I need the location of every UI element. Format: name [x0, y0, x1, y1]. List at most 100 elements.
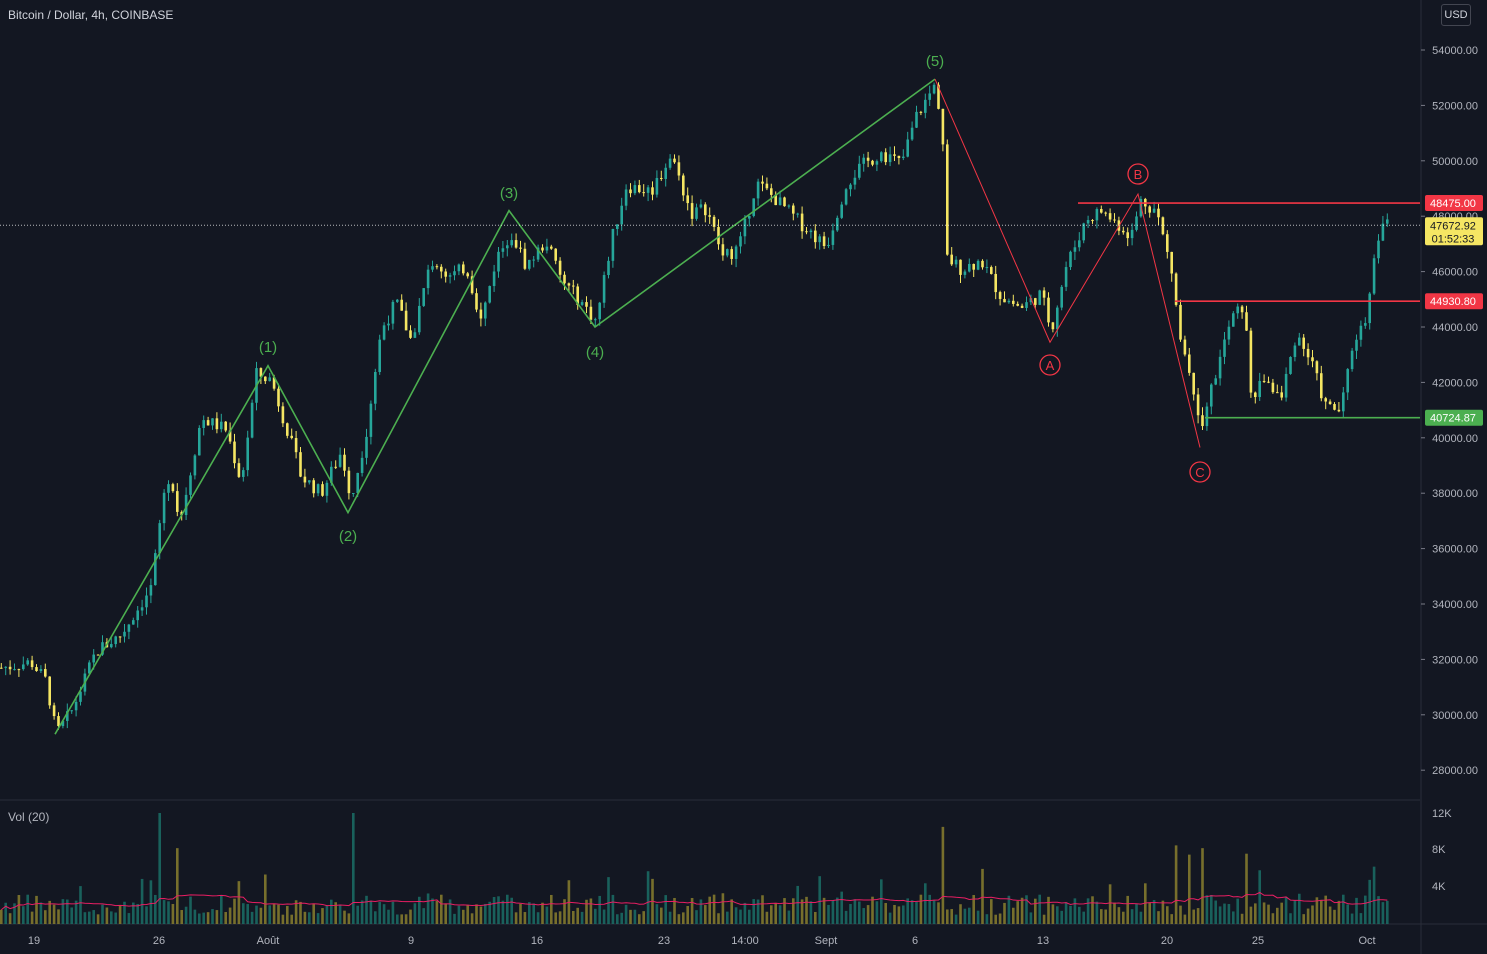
volume-bar — [1201, 848, 1204, 924]
volume-bar — [325, 905, 329, 924]
volume-bar — [1183, 914, 1187, 924]
volume-bar — [1117, 907, 1121, 924]
candle-body — [875, 161, 879, 165]
volume-bar — [545, 906, 549, 924]
y-tick-label: 30000.00 — [1432, 710, 1478, 722]
x-tick-label: 23 — [658, 935, 670, 947]
volume-bar — [299, 901, 302, 924]
volume-bar — [1161, 900, 1165, 924]
volume-bar — [809, 901, 813, 924]
volume-bar — [391, 901, 395, 924]
candle-body — [990, 267, 993, 274]
volume-bar — [101, 904, 104, 924]
candle-body — [1249, 330, 1253, 393]
candle-body — [1359, 325, 1363, 340]
volume-bar — [268, 905, 271, 924]
volume-bar — [431, 898, 434, 924]
volume-bar — [382, 904, 386, 924]
candle-body — [633, 185, 637, 194]
volume-bar — [580, 911, 584, 924]
wave-label-2: (2) — [339, 528, 357, 545]
candle-body — [796, 213, 799, 215]
candle-body — [1276, 392, 1279, 394]
candle-body — [655, 177, 659, 195]
volume-bar — [686, 906, 689, 924]
volume-bar — [862, 908, 865, 924]
candle-body — [374, 372, 377, 404]
currency-button[interactable]: USD — [1441, 4, 1471, 26]
candle-body — [968, 263, 971, 272]
volume-bar — [418, 896, 421, 924]
candle-body — [1152, 208, 1156, 213]
candle-body — [70, 710, 73, 712]
level-price-label: 40724.87 — [1430, 413, 1476, 425]
candle-body — [1342, 392, 1345, 412]
volume-bar — [682, 912, 685, 924]
volume-bar — [1214, 900, 1217, 924]
candle-body — [642, 192, 645, 194]
candle-body — [1245, 312, 1248, 331]
volume-bar — [770, 905, 773, 924]
volume-bar — [26, 894, 29, 924]
symbol-title[interactable]: Bitcoin / Dollar, 4h, COINBASE — [8, 8, 174, 22]
candle-body — [739, 236, 742, 247]
volume-bar — [1051, 904, 1055, 924]
volume-bar — [1174, 845, 1178, 924]
candle-body — [462, 264, 465, 274]
volume-bar — [748, 909, 751, 924]
volume-bar — [127, 913, 131, 924]
volume-bar — [242, 903, 245, 924]
volume-bar — [1315, 897, 1319, 924]
level-price-tag — [1425, 195, 1483, 212]
candle-body — [1130, 229, 1134, 239]
candle-body — [440, 266, 443, 272]
wave-label-4: (4) — [586, 344, 604, 361]
candle-body — [809, 230, 813, 233]
volume-bar — [1064, 902, 1068, 924]
volume-bar — [180, 910, 183, 924]
candle-body — [1047, 297, 1050, 323]
candle-body — [211, 418, 214, 426]
current-price-tag — [1425, 217, 1483, 246]
volume-bar — [290, 914, 293, 924]
volume-bar — [1267, 904, 1270, 924]
candle-body — [154, 553, 157, 586]
x-tick-label: 25 — [1252, 935, 1264, 947]
volume-bar — [985, 914, 989, 924]
volume-bar — [1280, 902, 1283, 924]
volume-bar — [642, 911, 645, 924]
volume-bar — [1346, 904, 1349, 924]
volume-bar — [972, 895, 975, 924]
candle-body — [827, 244, 830, 247]
candle-body — [1218, 356, 1222, 379]
volume-bar — [629, 909, 632, 924]
candle-body — [1271, 382, 1275, 393]
candle-body — [594, 319, 597, 321]
volume-bar — [1069, 905, 1072, 924]
volume-bar — [457, 905, 461, 924]
candle-body — [1091, 220, 1094, 222]
candle-body — [352, 492, 355, 494]
candle-body — [853, 177, 857, 185]
candle-body — [1196, 394, 1200, 416]
volume-bar — [334, 902, 337, 924]
candle-body — [435, 266, 439, 268]
candle-body — [308, 480, 311, 483]
volume-bar — [976, 910, 980, 924]
volume-bar — [673, 897, 676, 924]
candle-body — [132, 620, 135, 625]
candle-body — [470, 276, 474, 294]
volume-label[interactable]: Vol (20) — [8, 810, 50, 824]
candle-body — [1262, 380, 1266, 382]
volume-bar — [132, 902, 135, 924]
volume-bar — [1276, 907, 1279, 924]
volume-bar — [585, 899, 588, 924]
candle-body — [580, 302, 584, 305]
axes: 54000.0052000.0050000.0048000.0046000.00… — [28, 45, 1483, 947]
volume-bars — [0, 813, 1389, 924]
y-tick-label: 28000.00 — [1432, 765, 1478, 777]
candle-body — [541, 247, 544, 251]
x-tick-label: 16 — [531, 935, 543, 947]
candle-body — [176, 491, 179, 512]
